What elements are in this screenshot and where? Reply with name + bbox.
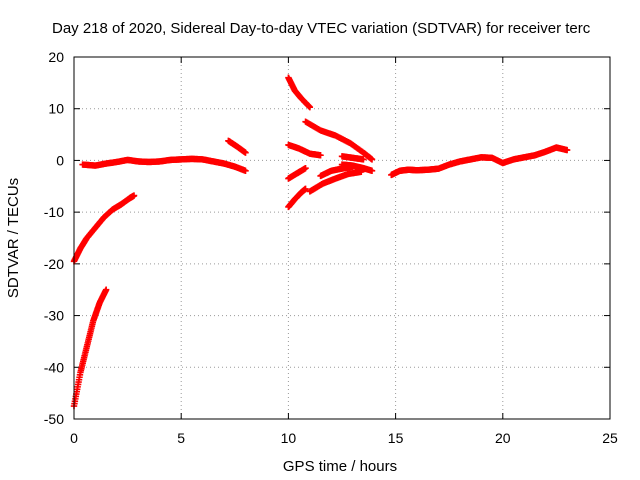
x-axis-label: GPS time / hours	[283, 458, 397, 475]
y-tick-label: 20	[48, 49, 64, 65]
axis-ticks: 0 5 10 15 20 25 -50 -40 -30 -20 -10 0 10 20	[44, 49, 618, 446]
series-s14	[388, 144, 571, 179]
data-point	[368, 167, 376, 174]
x-tick-label: 10	[281, 430, 297, 446]
series-s4	[225, 137, 249, 156]
series-s6	[302, 118, 376, 163]
series-s5	[285, 74, 314, 111]
data-point	[302, 164, 309, 172]
y-tick-label: -20	[44, 256, 64, 272]
data-point	[360, 156, 367, 163]
data-point	[302, 185, 309, 193]
y-axis-label: SDTVAR / TECUs	[5, 178, 22, 298]
data-points	[70, 74, 571, 410]
x-tick-label: 0	[70, 430, 78, 446]
data-point	[130, 192, 138, 199]
data-point	[563, 146, 571, 154]
y-tick-label: -40	[44, 359, 64, 375]
series-s9	[285, 185, 309, 211]
grid	[74, 57, 610, 419]
series-s12	[338, 153, 367, 163]
series-s2	[70, 192, 138, 265]
series-s13	[306, 168, 365, 195]
x-tick-label: 25	[602, 430, 618, 446]
series-s11	[338, 161, 376, 174]
plot-frame	[73, 56, 611, 420]
series-s7	[285, 141, 324, 159]
y-tick-label: -10	[44, 204, 64, 220]
data-point	[306, 103, 314, 111]
y-tick-label: -50	[44, 411, 64, 427]
y-tick-label: 0	[56, 152, 64, 168]
chart-title: Day 218 of 2020, Sidereal Day-to-day VTE…	[52, 20, 591, 37]
series-s8	[285, 164, 309, 182]
data-point	[242, 167, 249, 174]
x-tick-label: 5	[177, 430, 185, 446]
series-s3	[79, 155, 249, 174]
data-point	[242, 149, 249, 156]
data-point	[102, 286, 110, 293]
y-tick-label: -30	[44, 308, 64, 324]
data-point	[368, 156, 376, 163]
y-tick-label: 10	[48, 101, 64, 117]
x-tick-label: 15	[388, 430, 404, 446]
x-tick-label: 20	[495, 430, 511, 446]
data-point	[358, 168, 365, 176]
series-s1	[70, 286, 110, 410]
data-point	[317, 152, 324, 159]
